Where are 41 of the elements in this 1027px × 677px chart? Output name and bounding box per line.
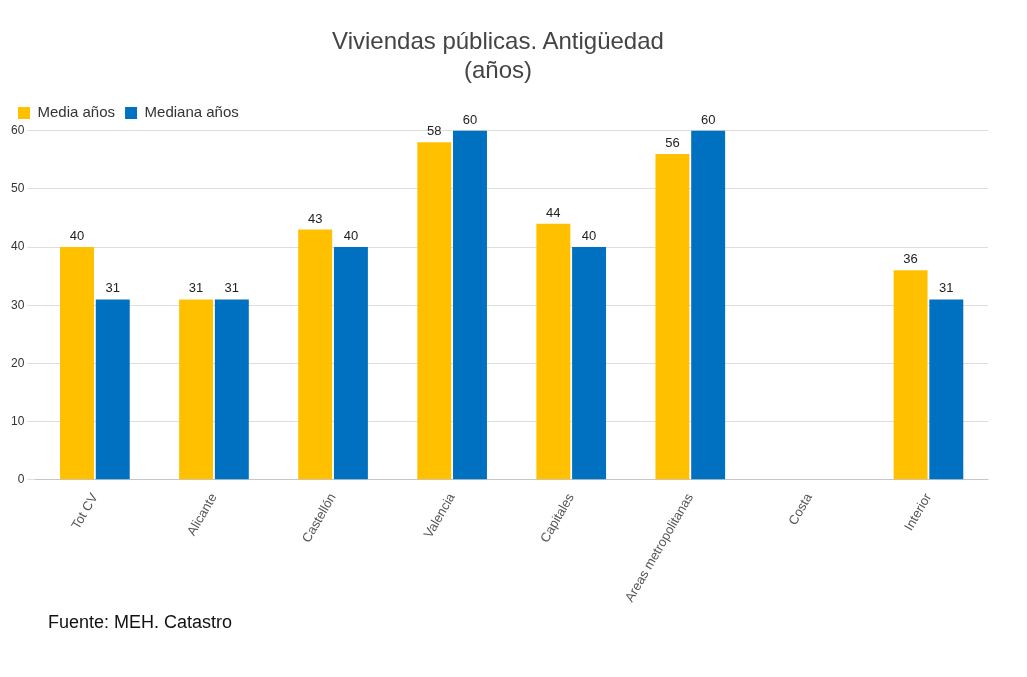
legend-label: Mediana años [144, 103, 239, 121]
data-label: 58 [427, 123, 442, 139]
data-label: 60 [700, 111, 716, 127]
bar [333, 247, 368, 480]
data-label: 36 [903, 251, 918, 267]
data-label: 40 [581, 228, 597, 244]
data-label: 40 [69, 228, 85, 244]
bar [417, 142, 452, 480]
data-label: 60 [462, 111, 478, 127]
bar [929, 299, 964, 480]
legend-label: Media años [37, 103, 116, 121]
chart-subtitle: (años) [463, 55, 533, 83]
x-tick-label: Tot CV [68, 490, 101, 532]
data-label: 40 [343, 228, 359, 244]
data-label: 31 [224, 280, 240, 296]
y-tick-label: 0 [17, 472, 25, 487]
y-tick-label: 40 [10, 239, 25, 254]
y-tick-label: 10 [10, 413, 25, 428]
data-label: 31 [939, 280, 954, 296]
bar [298, 229, 333, 480]
data-label: 31 [105, 280, 120, 296]
data-label: 56 [665, 134, 680, 150]
bar [95, 299, 130, 480]
bar [572, 247, 607, 480]
bar [536, 223, 571, 480]
source-note: Fuente: MEH. Catastro [48, 612, 234, 633]
bar [691, 130, 726, 480]
y-tick-label: 30 [10, 297, 25, 312]
chart-title: Viviendas públicas. Antigüedad [332, 27, 664, 55]
bar [214, 299, 249, 480]
bar [453, 130, 487, 480]
y-tick-label: 20 [10, 355, 25, 370]
bar [179, 299, 214, 480]
data-label: 44 [546, 204, 561, 220]
data-label: 31 [188, 280, 204, 296]
bar [60, 247, 94, 480]
y-tick-label: 60 [10, 122, 25, 137]
bar [655, 153, 690, 480]
bar [893, 270, 928, 480]
y-tick-label: 50 [10, 181, 25, 196]
data-label: 43 [307, 210, 323, 226]
